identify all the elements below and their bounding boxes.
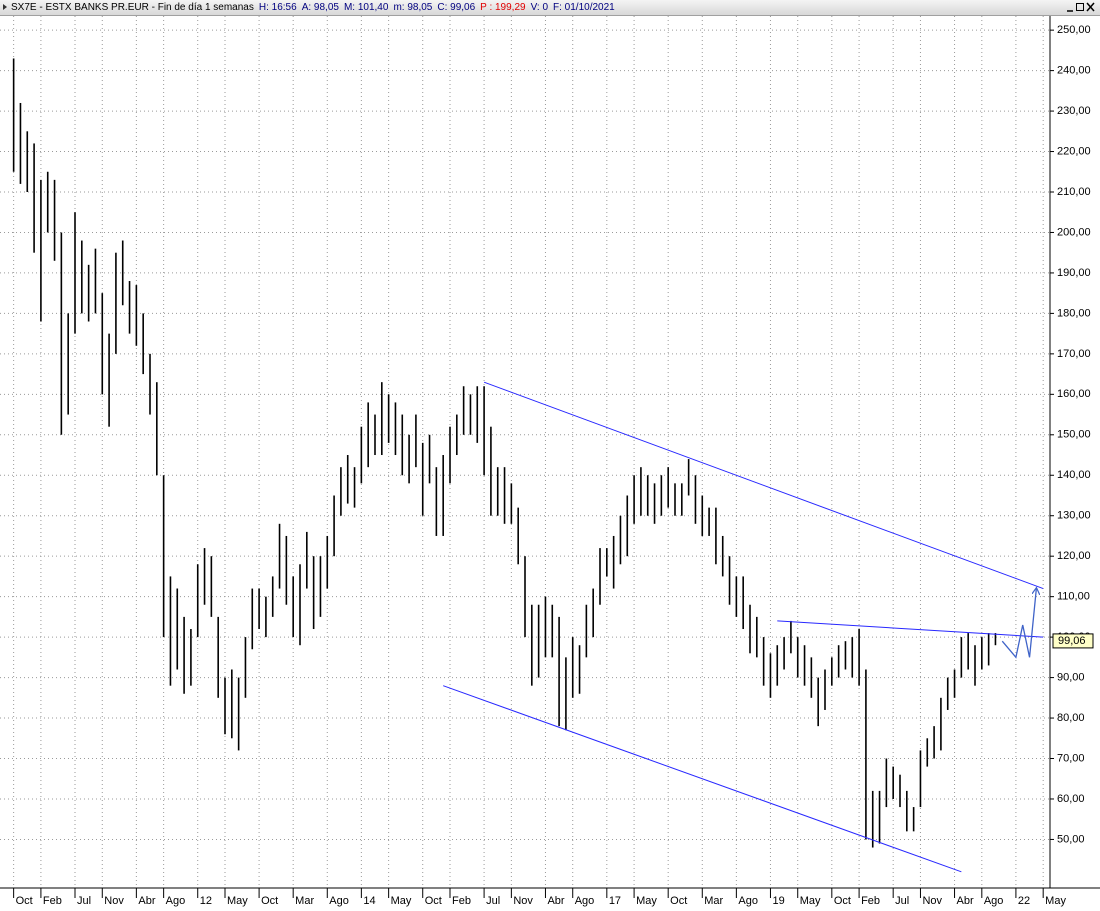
- y-tick-label: 220,00: [1057, 145, 1091, 157]
- x-tick-label: 19: [772, 895, 784, 907]
- y-tick-label: 190,00: [1057, 267, 1091, 279]
- x-tick-label: 17: [609, 895, 621, 907]
- menu-arrow[interactable]: [3, 4, 7, 10]
- x-tick-label: Oct: [670, 895, 687, 907]
- x-tick-label: Nov: [104, 895, 124, 907]
- x-tick-label: Abr: [957, 895, 974, 907]
- y-tick-label: 210,00: [1057, 186, 1091, 198]
- x-tick-label: Mar: [704, 895, 723, 907]
- trend-line: [777, 620, 1044, 638]
- x-tick-label: May: [227, 895, 248, 907]
- quote-field: H: 16:56: [258, 2, 297, 13]
- y-tick-label: 130,00: [1057, 510, 1091, 522]
- x-tick-label: Nov: [513, 895, 533, 907]
- y-tick-label: 140,00: [1057, 469, 1091, 481]
- y-tick-label: 230,00: [1057, 105, 1091, 117]
- x-tick-label: Feb: [861, 895, 880, 907]
- y-tick-label: 70,00: [1057, 752, 1085, 764]
- x-tick-label: Jul: [77, 895, 91, 907]
- x-tick-label: May: [800, 895, 821, 907]
- quote-fields: H: 16:56 A: 98,05 M: 101,40 m: 98,05 C: 99,0…: [259, 2, 620, 13]
- x-tick-label: 14: [363, 895, 375, 907]
- x-tick-label: Mar: [295, 895, 314, 907]
- quote-field: V: 0: [530, 2, 549, 13]
- quote-field: A: 98,05: [301, 2, 339, 13]
- maximize-button[interactable]: [1076, 3, 1084, 11]
- quote-field: P : 199,29: [480, 2, 526, 13]
- last-price-label: 99,06: [1058, 635, 1086, 647]
- close-button[interactable]: [1086, 2, 1095, 12]
- y-tick-label: 50,00: [1057, 833, 1085, 845]
- y-tick-label: 60,00: [1057, 793, 1085, 805]
- title-bar: SX7E - ESTX BANKS PR.EUR - Fin de día 1 …: [0, 0, 1100, 16]
- x-tick-label: May: [391, 895, 412, 907]
- x-tick-label: Ago: [329, 895, 349, 907]
- x-tick-label: Oct: [834, 895, 851, 907]
- y-tick-label: 200,00: [1057, 226, 1091, 238]
- y-tick-label: 160,00: [1057, 388, 1091, 400]
- x-tick-label: Abr: [547, 895, 564, 907]
- x-tick-label: Oct: [261, 895, 278, 907]
- x-tick-label: Feb: [43, 895, 62, 907]
- x-tick-label: Feb: [452, 895, 471, 907]
- trend-line: [483, 381, 1044, 590]
- window-controls: [1067, 2, 1095, 12]
- quote-field: C: 99,06: [437, 2, 476, 13]
- x-tick-label: Oct: [16, 895, 33, 907]
- y-tick-label: 240,00: [1057, 65, 1091, 77]
- instrument-title: SX7E - ESTX BANKS PR.EUR - Fin de día 1 …: [11, 2, 254, 13]
- x-tick-label: Ago: [166, 895, 186, 907]
- x-tick-label: Ago: [738, 895, 758, 907]
- plot-area: [0, 16, 1050, 888]
- y-tick-label: 150,00: [1057, 429, 1091, 441]
- x-tick-label: 12: [200, 895, 212, 907]
- y-tick-label: 110,00: [1057, 591, 1090, 603]
- y-tick-label: 250,00: [1057, 24, 1091, 36]
- y-tick-label: 90,00: [1057, 671, 1085, 683]
- x-tick-label: Jul: [486, 895, 500, 907]
- quote-field: m: 98,05: [393, 2, 433, 13]
- y-tick-label: 170,00: [1057, 348, 1091, 360]
- x-tick-label: Oct: [425, 895, 442, 907]
- quote-field: F: 01/10/2021: [553, 2, 615, 13]
- x-tick-label: Abr: [138, 895, 155, 907]
- x-tick-label: Nov: [922, 895, 942, 907]
- x-tick-label: May: [1045, 895, 1066, 907]
- y-tick-label: 120,00: [1057, 550, 1091, 562]
- quote-field: M: 101,40: [343, 2, 389, 13]
- x-tick-label: May: [636, 895, 657, 907]
- projection-arrow: [1001, 589, 1036, 659]
- x-tick-label: Jul: [895, 895, 909, 907]
- last-price-box: [1052, 633, 1094, 649]
- x-tick-label: 22: [1018, 895, 1030, 907]
- trend-line: [443, 685, 962, 873]
- y-tick-label: 80,00: [1057, 712, 1085, 724]
- y-tick-label: 180,00: [1057, 307, 1091, 319]
- x-tick-label: Ago: [575, 895, 595, 907]
- x-tick-label: Ago: [984, 895, 1004, 907]
